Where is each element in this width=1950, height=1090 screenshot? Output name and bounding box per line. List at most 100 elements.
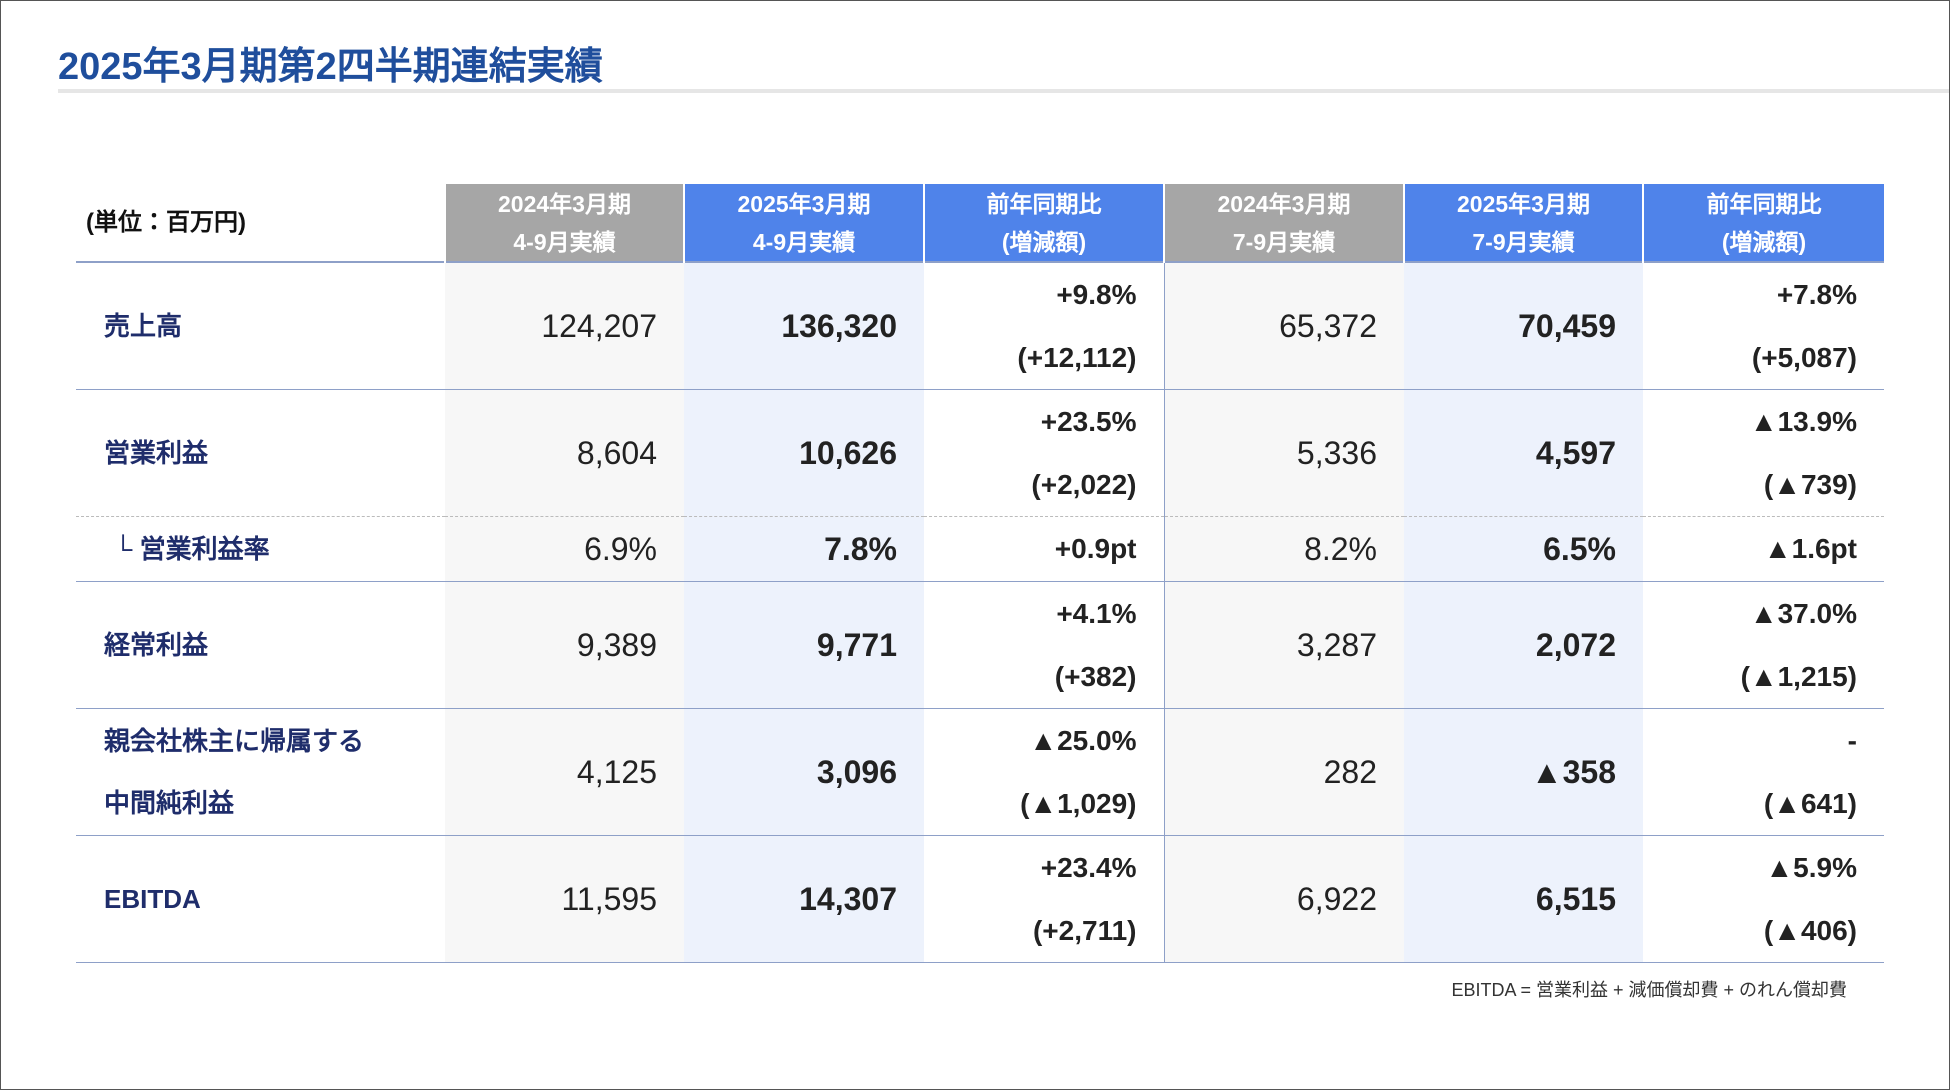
value-cell: 282 — [1164, 708, 1404, 836]
cell-text: +0.9pt — [1054, 533, 1137, 564]
value-cell: +4.1% (+382) — [924, 581, 1165, 709]
value-cell: 8,604 — [445, 389, 684, 517]
cell-text: 14,307 — [799, 880, 897, 917]
results-table: (単位：百万円) 2024年3月期 4-9月実績 2025年3月期 4-9月実績 前年同… — [76, 184, 1884, 963]
cell-text: 8.2% — [1304, 530, 1377, 567]
value-cell: +0.9pt — [924, 516, 1165, 582]
value-cell: 6.5% — [1404, 516, 1643, 582]
cell-text: (▲739) — [1763, 469, 1857, 500]
value-cell: ▲358 — [1404, 708, 1643, 836]
value-cell: 3,096 — [684, 708, 924, 836]
cell-text: (+2,711) — [1032, 915, 1137, 946]
value-cell: 10,626 — [684, 389, 924, 517]
value-cell: 5,336 — [1164, 389, 1404, 517]
table-row: 売上高 124,207 136,320 +9.8% (+12,112) 65,372 70,… — [76, 262, 1884, 390]
value-cell: 70,459 — [1404, 262, 1643, 390]
row-label-line: 中間純利益 — [104, 788, 235, 818]
row-label-line: EBITDA — [104, 884, 201, 914]
cell-text: +4.1% — [1056, 598, 1137, 629]
table-row: └ 営業利益率 6.9% 7.8% +0.9pt 8.2% 6.5% ▲1.6pt — [76, 516, 1884, 582]
column-header: 前年同期比 (増減額) — [923, 184, 1164, 262]
cell-text: 6.9% — [584, 530, 657, 567]
column-header-line: 7-9月実績 — [1232, 228, 1336, 255]
value-cell: 4,597 — [1404, 389, 1643, 517]
cell-text: 70,459 — [1518, 307, 1616, 344]
value-cell: +23.4% (+2,711) — [924, 835, 1165, 963]
cell-text: (▲1,215) — [1740, 661, 1857, 692]
column-header: 2025年3月期 4-9月実績 — [683, 184, 924, 262]
value-cell: 2,072 — [1404, 581, 1643, 709]
cell-text: (+382) — [1054, 661, 1137, 692]
column-header: 2025年3月期 7-9月実績 — [1403, 184, 1643, 262]
value-cell: 7.8% — [684, 516, 924, 582]
table-row: 親会社株主に帰属する 中間純利益 4,125 3,096 ▲25.0% (▲1,029) 2… — [76, 708, 1884, 836]
column-header-line: 4-9月実績 — [752, 228, 856, 255]
cell-text: 8,604 — [576, 434, 657, 471]
value-cell: +9.8% (+12,112) — [924, 262, 1165, 390]
value-cell: - (▲641) — [1643, 708, 1884, 836]
row-label-line: 経常利益 — [104, 630, 209, 660]
row-label: 営業利益 — [76, 389, 445, 517]
cell-text: 282 — [1323, 753, 1377, 790]
table-row: EBITDA 11,595 14,307 +23.4% (+2,711) 6,922 6,5… — [76, 835, 1884, 963]
cell-text: ▲358 — [1530, 753, 1616, 790]
cell-text: 9,771 — [816, 626, 897, 663]
value-cell: 6,922 — [1164, 835, 1404, 963]
cell-text: 11,595 — [561, 880, 658, 917]
cell-text: +9.8% — [1056, 279, 1137, 310]
cell-text: ▲37.0% — [1749, 598, 1857, 629]
value-cell: 124,207 — [445, 262, 684, 390]
column-header-line: 2024年3月期 — [498, 190, 631, 217]
cell-text: 2,072 — [1535, 626, 1616, 663]
row-label-line: 営業利益 — [104, 438, 209, 468]
cell-text: 124,207 — [541, 307, 657, 344]
cell-text: +7.8% — [1776, 279, 1857, 310]
cell-text: - — [1847, 725, 1857, 756]
cell-text: 10,626 — [799, 434, 897, 471]
cell-text: 6,922 — [1296, 880, 1377, 917]
cell-text: ▲25.0% — [1029, 725, 1137, 756]
cell-text: (▲641) — [1763, 788, 1857, 819]
column-header: 2024年3月期 4-9月実績 — [444, 184, 684, 262]
cell-text: 5,336 — [1296, 434, 1377, 471]
value-cell: +23.5% (+2,022) — [924, 389, 1165, 517]
value-cell: ▲1.6pt — [1643, 516, 1884, 582]
cell-text: ▲1.6pt — [1763, 533, 1857, 564]
row-label-line: 親会社株主に帰属する — [104, 726, 365, 756]
cell-text: 3,287 — [1296, 626, 1377, 663]
value-cell: 6,515 — [1404, 835, 1643, 963]
cell-text: 6,515 — [1535, 880, 1616, 917]
value-cell: 11,595 — [445, 835, 684, 963]
cell-text: +23.4% — [1040, 852, 1137, 883]
value-cell: 65,372 — [1164, 262, 1404, 390]
row-label: └ 営業利益率 — [76, 516, 445, 582]
cell-text: 9,389 — [576, 626, 657, 663]
cell-text: 4,597 — [1535, 434, 1616, 471]
cell-text: ▲5.9% — [1765, 852, 1857, 883]
table-row: 営業利益 8,604 10,626 +23.5% (+2,022) 5,336 4,597 ▲… — [76, 389, 1884, 517]
title: 2025年3月期第2四半期連結実績 — [58, 46, 603, 88]
column-header-line: (増減額) — [1721, 228, 1807, 255]
value-cell: 136,320 — [684, 262, 924, 390]
value-cell: 8.2% — [1164, 516, 1404, 582]
unit: (単位：百万円) — [76, 184, 445, 262]
cell-text: (+5,087) — [1751, 342, 1857, 373]
column-header-line: 前年同期比 — [986, 190, 1102, 217]
cell-text: (+2,022) — [1031, 469, 1137, 500]
table-row: 経常利益 9,389 9,771 +4.1% (+382) 3,287 2,072 ▲37.0… — [76, 581, 1884, 709]
value-cell: 6.9% — [445, 516, 684, 582]
value-cell: ▲37.0% (▲1,215) — [1643, 581, 1884, 709]
cell-text: (▲406) — [1763, 915, 1857, 946]
cell-text: 4,125 — [576, 753, 657, 790]
row-label-line: 売上高 — [104, 311, 183, 341]
cell-text: 6.5% — [1543, 530, 1616, 567]
column-header: 2024年3月期 7-9月実績 — [1163, 184, 1404, 262]
column-header-line: 2025年3月期 — [1457, 190, 1590, 217]
row-label: EBITDA — [76, 835, 445, 963]
value-cell: ▲25.0% (▲1,029) — [924, 708, 1165, 836]
row-label-line: └ 営業利益率 — [114, 534, 270, 564]
cell-text: 136,320 — [781, 307, 897, 344]
cell-text: 3,096 — [816, 753, 897, 790]
column-header-line: 4-9月実績 — [513, 228, 616, 255]
